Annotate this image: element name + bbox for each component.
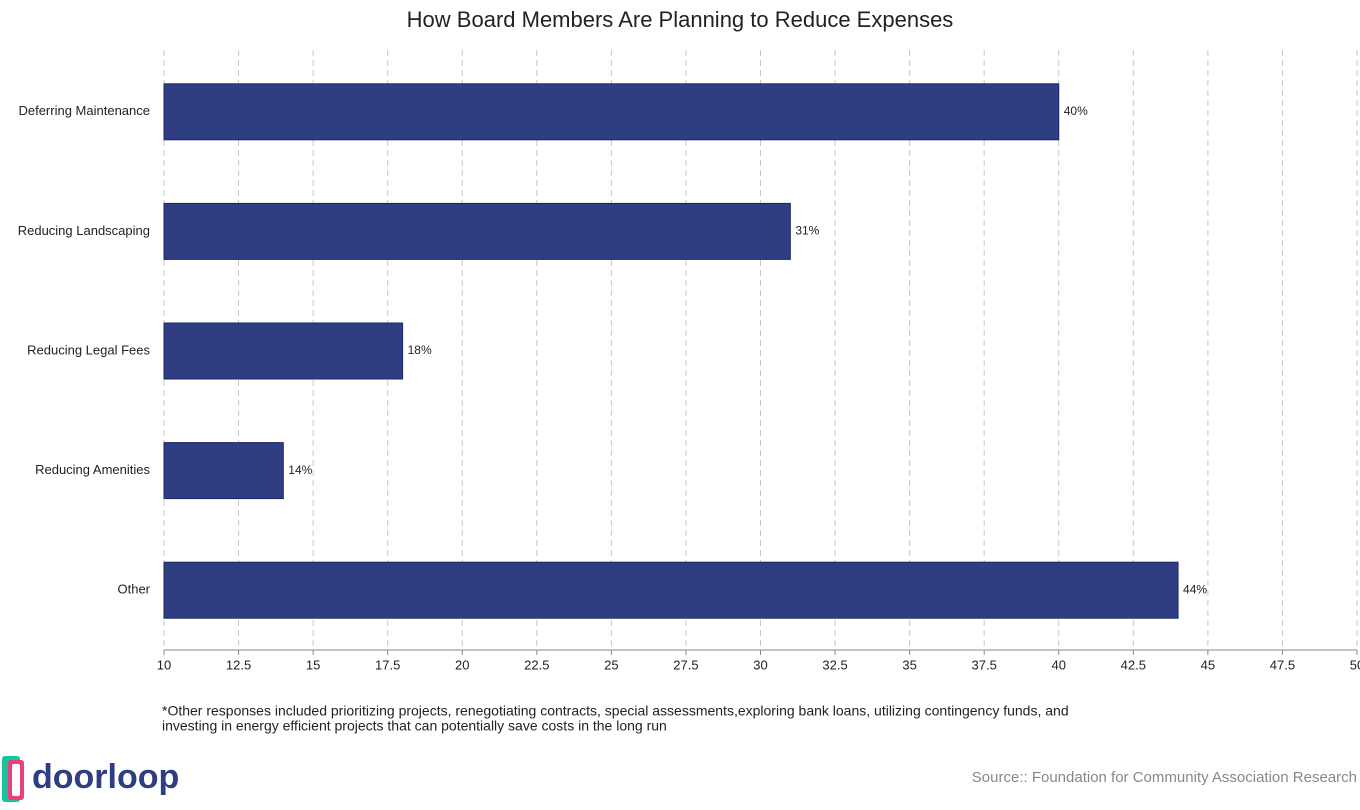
y-tick-label: Other <box>117 582 150 597</box>
value-label: 44% <box>1183 582 1207 596</box>
y-tick-label: Reducing Amenities <box>35 462 150 477</box>
x-tick-label: 50 <box>1350 657 1360 672</box>
x-tick-label: 30 <box>753 657 767 672</box>
value-label: 40% <box>1064 104 1088 118</box>
x-tick-label: 17.5 <box>375 657 400 672</box>
bar <box>163 561 1179 619</box>
bar <box>163 442 284 500</box>
x-tick-label: 42.5 <box>1121 657 1146 672</box>
brand: doorloop <box>32 758 179 796</box>
x-tick-label: 47.5 <box>1270 657 1295 672</box>
x-tick-label: 35 <box>902 657 916 672</box>
logo-icon <box>2 756 24 802</box>
x-tick-label: 40 <box>1052 657 1066 672</box>
x-tick-label: 20 <box>455 657 469 672</box>
x-tick-label: 25 <box>604 657 618 672</box>
x-tick-label: 32.5 <box>822 657 847 672</box>
value-label: 18% <box>408 343 432 357</box>
chart-title: How Board Members Are Planning to Reduce… <box>407 7 954 32</box>
x-tick-label: 45 <box>1201 657 1215 672</box>
x-tick-label: 37.5 <box>972 657 997 672</box>
y-tick-label: Reducing Legal Fees <box>27 342 150 357</box>
bar <box>163 322 404 380</box>
bar <box>163 83 1060 141</box>
footnote: *Other responses included prioritizing p… <box>162 703 1069 719</box>
value-label: 14% <box>288 463 312 477</box>
source: Source:: Foundation for Community Associ… <box>972 769 1357 786</box>
x-tick-label: 22.5 <box>524 657 549 672</box>
x-tick-label: 15 <box>306 657 320 672</box>
y-tick-label: Deferring Maintenance <box>18 103 150 118</box>
bar <box>163 202 791 260</box>
x-tick-label: 27.5 <box>673 657 698 672</box>
x-tick-label: 10 <box>157 657 171 672</box>
y-tick-label: Reducing Landscaping <box>18 223 150 238</box>
footnote: investing in energy efficient projects t… <box>162 718 667 734</box>
x-tick-label: 12.5 <box>226 657 251 672</box>
value-label: 31% <box>795 224 819 238</box>
